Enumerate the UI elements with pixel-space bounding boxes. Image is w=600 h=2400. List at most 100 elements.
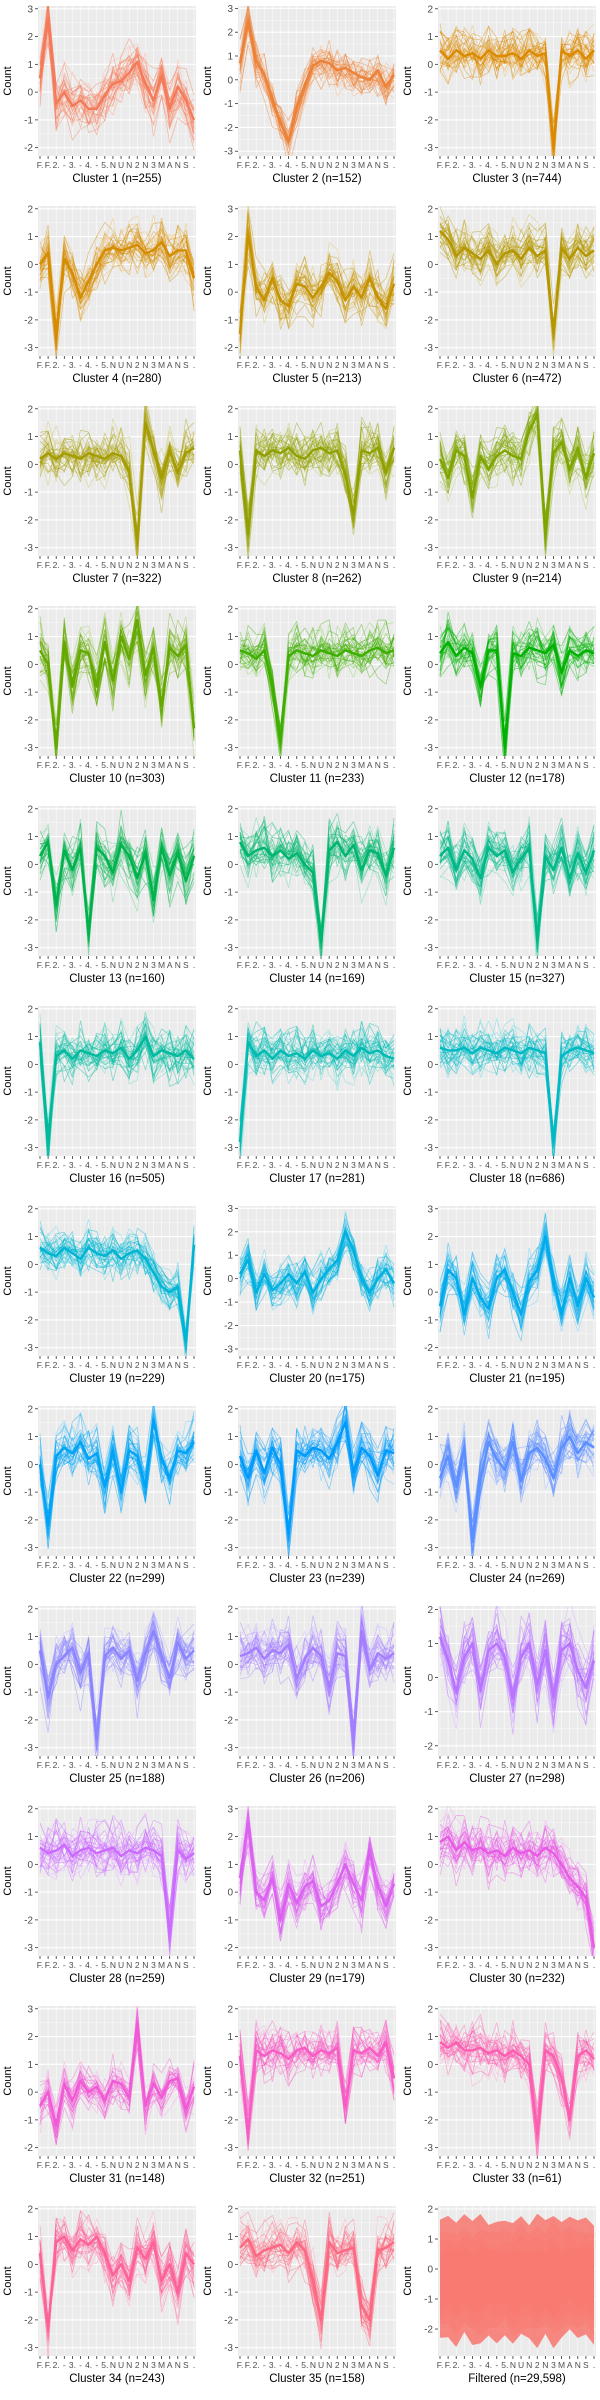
series-line xyxy=(239,2037,395,2143)
series-line xyxy=(39,2225,195,2321)
series-line xyxy=(239,225,395,324)
x-tick-label: 4. xyxy=(485,1160,492,1170)
x-tick-label: N xyxy=(542,1560,548,1570)
x-tick-label: - xyxy=(479,2160,482,2170)
series-line xyxy=(239,210,395,343)
x-tick-label: U xyxy=(118,2160,124,2170)
series-line xyxy=(239,2020,395,2134)
series-line xyxy=(239,1407,395,1533)
x-tick-label: 4. xyxy=(85,2160,92,2170)
x-tick-label: N xyxy=(510,560,516,570)
x-tick-label: F. xyxy=(245,160,252,170)
series-line xyxy=(239,23,395,142)
x-tick-label: F. xyxy=(45,760,52,770)
series-line xyxy=(39,1021,195,1129)
x-tick-label: M xyxy=(158,1760,165,1770)
cluster-title: Cluster 13 (n=160) xyxy=(69,973,165,985)
y-tick-label: -2 xyxy=(424,1741,433,1752)
x-tick-label: M xyxy=(558,1160,565,1170)
series-line xyxy=(239,427,395,543)
x-tick-label: A xyxy=(367,1360,373,1370)
series-line xyxy=(239,1614,395,1731)
series-line xyxy=(239,1406,395,1509)
series-line xyxy=(439,2023,595,2140)
series-line xyxy=(439,835,595,940)
x-tick-label: 4. xyxy=(485,2360,492,2370)
x-tick-label: A xyxy=(167,1760,173,1770)
y-tick-label: -1 xyxy=(224,1688,233,1699)
x-tick-label: 2. xyxy=(453,960,460,970)
y-axis-title: Count xyxy=(2,1466,14,1495)
x-tick-label: N xyxy=(110,160,116,170)
y-tick-label: 2 xyxy=(27,32,33,43)
x-tick-label: A xyxy=(367,1560,373,1570)
x-tick-label: A xyxy=(567,760,573,770)
cluster-panel: -3 -2 -1 0 1 2 F. F. 2. -3. -4. -5. N U N 2 N 3 M A N S. Count… xyxy=(0,1200,200,1400)
x-tick-label: - xyxy=(479,1560,482,1570)
x-tick-label: 4. xyxy=(285,1760,292,1770)
x-tick-label: 5. xyxy=(501,160,508,170)
x-tick-label: 5. xyxy=(101,2160,108,2170)
x-tick-label: 2. xyxy=(53,560,60,570)
x-tick-label: M xyxy=(158,1160,165,1170)
x-tick-label: U xyxy=(518,2160,524,2170)
series-line xyxy=(39,1232,195,1341)
x-tick-label: M xyxy=(558,1360,565,1370)
series-line xyxy=(39,2209,195,2339)
y-tick-label: -2 xyxy=(224,1321,233,1332)
x-tick-label: F. xyxy=(37,960,44,970)
x-tick-label: A xyxy=(167,1960,173,1970)
series-line xyxy=(439,216,595,342)
x-tick-label: S xyxy=(583,560,589,570)
x-tick-label: 5. xyxy=(501,1160,508,1170)
x-tick-label: . xyxy=(593,560,595,570)
series-line xyxy=(439,1818,593,1956)
y-tick-label: 2 xyxy=(27,1204,33,1215)
x-tick-label: - xyxy=(463,360,466,370)
y-tick-label: 1 xyxy=(427,1260,433,1271)
series-line xyxy=(39,1611,195,1726)
series-line xyxy=(39,9,195,108)
y-tick-label: -1 xyxy=(24,288,33,299)
x-tick-label: - xyxy=(295,1760,298,1770)
series-line xyxy=(439,1042,595,1156)
x-tick-label: N xyxy=(175,1160,181,1170)
x-tick-label: N xyxy=(526,760,532,770)
series-line xyxy=(239,1032,395,1144)
series-line xyxy=(439,42,595,155)
x-tick-label: 5. xyxy=(501,1760,508,1770)
series-line xyxy=(439,1224,595,1333)
x-tick-label: 5. xyxy=(101,1160,108,1170)
y-axis-title: Count xyxy=(2,1866,14,1895)
series-line xyxy=(239,1841,395,1942)
y-tick-label: -3 xyxy=(224,1143,233,1154)
series-line xyxy=(239,1239,395,1309)
series-line xyxy=(239,213,395,354)
series-line xyxy=(439,1617,595,1728)
x-tick-label: A xyxy=(367,1160,373,1170)
y-tick-label: 0 xyxy=(27,660,33,671)
series-line xyxy=(39,43,195,135)
x-tick-label: N xyxy=(326,160,332,170)
y-tick-label: -1 xyxy=(224,488,233,499)
x-tick-label: U xyxy=(518,1160,524,1170)
x-tick-label: N xyxy=(175,360,181,370)
x-tick-label: N xyxy=(126,560,132,570)
y-tick-label: 2 xyxy=(27,604,33,615)
x-tick-label: N xyxy=(110,560,116,570)
y-tick-label: 0 xyxy=(27,2260,33,2271)
x-tick-label: S xyxy=(183,2160,189,2170)
x-tick-label: F. xyxy=(237,160,244,170)
series-line xyxy=(39,1038,195,1154)
series-line xyxy=(239,1821,395,1942)
x-tick-label: M xyxy=(558,760,565,770)
x-tick-label: 4. xyxy=(85,360,92,370)
series-line xyxy=(39,1422,195,1540)
y-axis-title: Count xyxy=(202,2266,214,2295)
series-line xyxy=(39,1414,195,1513)
x-tick-label: - xyxy=(279,2160,282,2170)
